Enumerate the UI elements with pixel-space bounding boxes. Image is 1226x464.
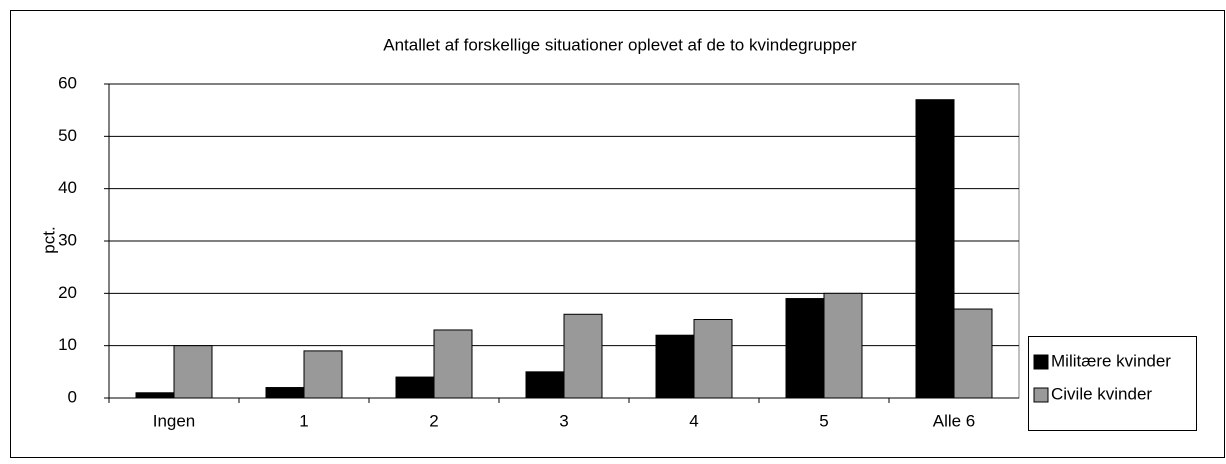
y-axis-label: pct. xyxy=(39,226,58,253)
x-tick-label: Alle 6 xyxy=(933,411,976,430)
chart-title: Antallet af forskellige situationer ople… xyxy=(383,35,857,54)
legend-label: Militære kvinder xyxy=(1051,351,1171,370)
bar xyxy=(525,371,565,399)
y-tick-label: 50 xyxy=(58,126,77,145)
bar xyxy=(563,313,603,399)
y-tick-label: 40 xyxy=(58,178,77,197)
y-tick-label: 30 xyxy=(58,230,77,249)
bar xyxy=(395,376,435,399)
bar xyxy=(655,334,695,399)
legend-swatch xyxy=(1033,387,1049,403)
y-tick-label: 20 xyxy=(58,283,77,302)
bar xyxy=(173,345,213,399)
bar xyxy=(265,387,305,399)
y-tick-label: 10 xyxy=(58,335,77,354)
legend-swatch xyxy=(1033,354,1049,370)
y-tick-label: 60 xyxy=(58,73,77,92)
bar xyxy=(785,298,825,399)
y-tick-label: 0 xyxy=(68,387,77,406)
x-tick-label: 2 xyxy=(429,411,438,430)
bar xyxy=(433,329,473,399)
bar xyxy=(693,319,733,399)
x-tick-label: 1 xyxy=(299,411,308,430)
legend-label: Civile kvinder xyxy=(1051,384,1152,403)
legend-box xyxy=(1028,336,1197,431)
x-tick-label: Ingen xyxy=(153,411,196,430)
bar xyxy=(823,292,863,399)
bar xyxy=(915,99,955,399)
bar xyxy=(303,350,343,399)
x-tick-label: 5 xyxy=(819,411,828,430)
bar xyxy=(953,308,993,399)
x-tick-label: 4 xyxy=(689,411,698,430)
x-tick-label: 3 xyxy=(559,411,568,430)
bar xyxy=(135,392,175,399)
